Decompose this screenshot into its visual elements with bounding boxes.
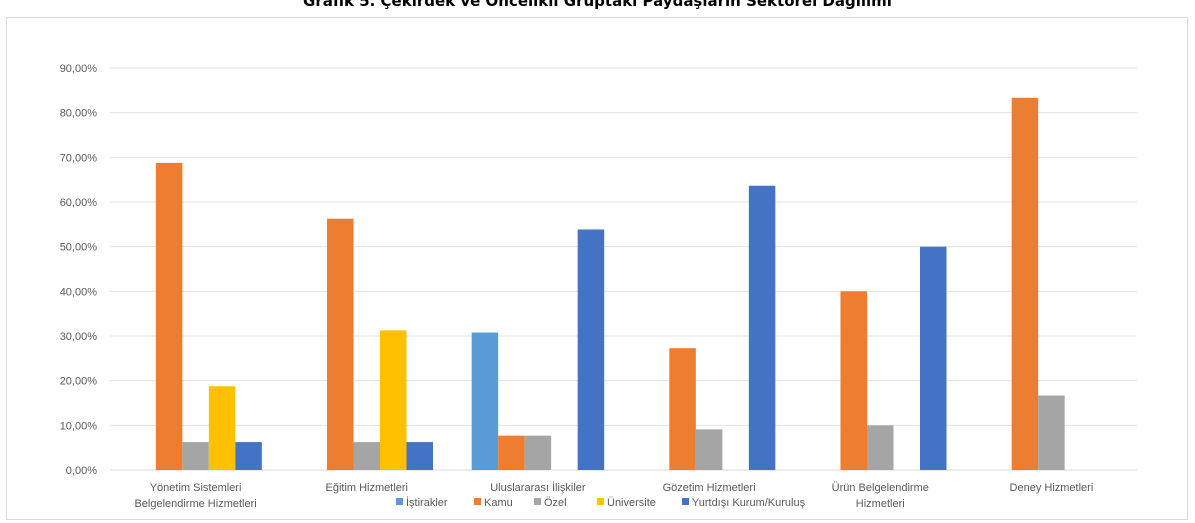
bar [235,442,262,470]
y-tick-label: 10,00% [60,420,98,432]
y-tick-label: 80,00% [60,108,98,120]
bar [380,330,407,470]
x-category-label: Ürün Belgelendirme [832,482,929,494]
bar [353,442,380,470]
x-category-label: Gözetim Hizmetleri [663,482,756,494]
bar [498,435,525,470]
legend-swatch [682,498,689,505]
bar [748,185,776,470]
y-tick-label: 0,00% [66,465,97,477]
bar [182,442,209,470]
x-category-label: Yönetim Sistemleri [150,482,242,494]
bar [669,348,696,470]
x-category-label: Eğitim Hizmetleri [325,482,408,494]
legend-label: İştirakler [406,496,448,509]
bar [1038,395,1065,470]
legend-label: Kamu [484,497,513,509]
x-category-label: Hizmetleri [856,498,905,510]
bar [471,332,499,470]
legend-swatch [474,498,481,505]
legend-label: Özel [544,497,567,509]
y-tick-label: 20,00% [60,376,98,388]
y-tick-label: 30,00% [60,331,98,343]
x-category-label: Uluslararası İlişkiler [490,481,586,494]
bar [327,218,354,470]
x-category-label: Deney Hizmetleri [1010,482,1094,494]
y-tick-label: 70,00% [60,152,98,164]
legend-swatch [534,498,541,505]
legend-label: Üniversite [607,497,656,509]
y-tick-label: 40,00% [60,286,98,298]
bar [1011,97,1039,470]
legend-label: Yurtdışı Kurum/Kuruluş [692,497,806,509]
y-tick-label: 50,00% [60,242,98,254]
bar [577,229,605,470]
bar [840,291,867,470]
bar [406,442,433,470]
x-category-label: Belgelendirme Hizmetleri [134,498,256,510]
bar [920,246,947,470]
bar [208,386,236,470]
bar [155,162,183,470]
y-tick-label: 90,00% [60,63,98,75]
chart-title: Grafik 5. Çekirdek ve Öncelikli Gruptaki… [303,0,892,10]
bar [867,425,894,470]
legend-swatch [396,498,403,505]
legend-swatch [597,498,604,505]
bar [695,429,723,470]
bar [524,435,552,470]
y-tick-label: 60,00% [60,197,98,209]
